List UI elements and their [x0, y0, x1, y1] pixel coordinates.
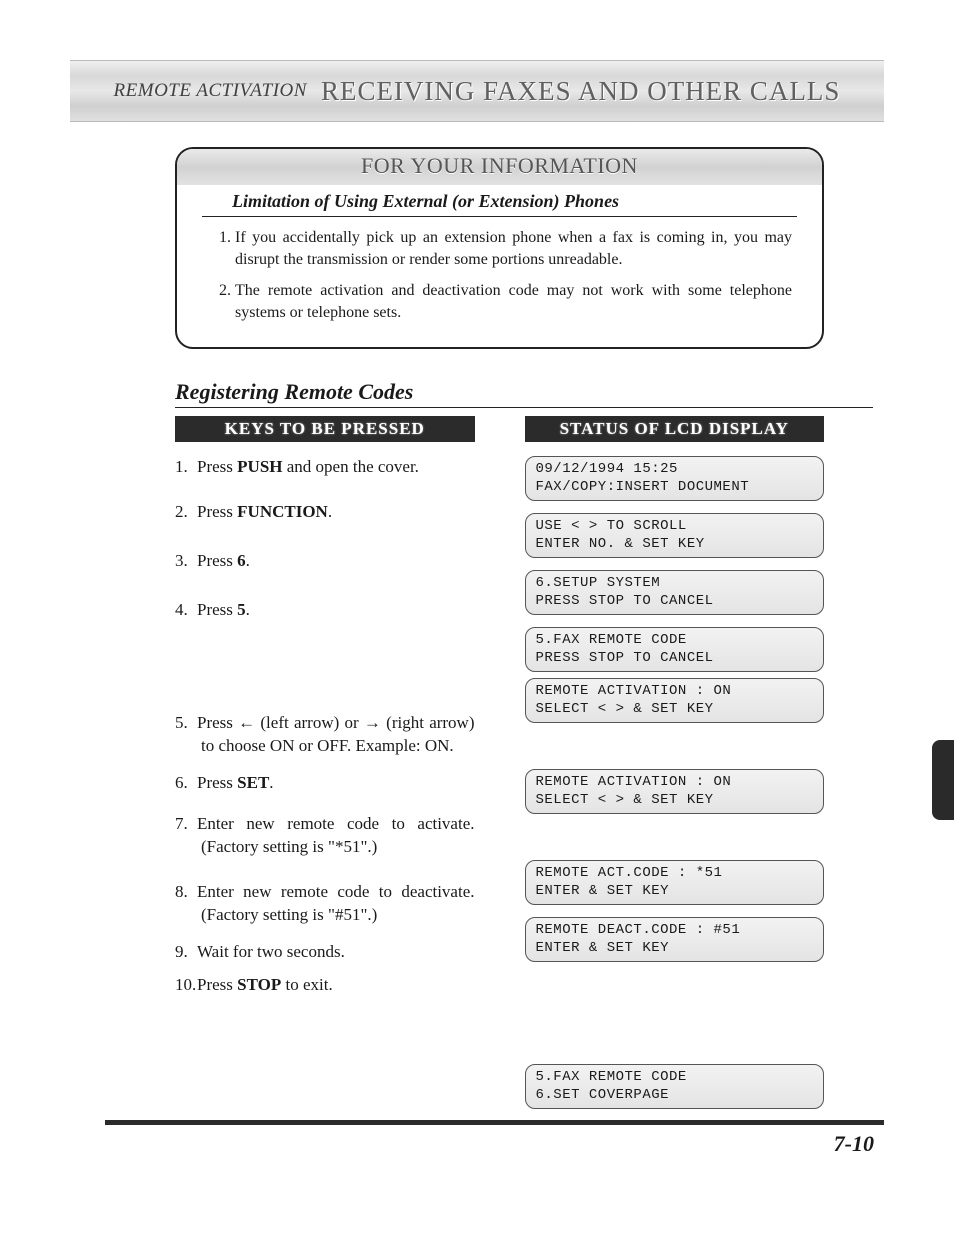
banner-right: RECEIVING FAXES AND OTHER CALLS	[321, 76, 841, 107]
step-text: Press	[197, 457, 237, 476]
info-box-list: If you accidentally pick up an extension…	[235, 227, 792, 323]
step-text: .	[328, 502, 332, 521]
page: REMOTE ACTIVATION RECEIVING FAXES AND OT…	[0, 0, 954, 1235]
step-text: to exit.	[281, 975, 332, 994]
step-text: Enter new remote code to activate. (Fact…	[197, 814, 475, 856]
lcd-display: 6.SETUP SYSTEM PRESS STOP TO CANCEL	[525, 570, 825, 615]
lcd-display: REMOTE ACTIVATION : ON SELECT < > & SET …	[525, 769, 825, 814]
step-3: 3.Press 6.	[175, 550, 475, 573]
lcd-display: USE < > TO SCROLL ENTER NO. & SET KEY	[525, 513, 825, 558]
step-10: 10.Press STOP to exit.	[175, 974, 475, 997]
step-text: Press	[197, 773, 237, 792]
banner-left: REMOTE ACTIVATION	[114, 80, 307, 102]
step-text: Wait for two seconds.	[197, 942, 345, 961]
step-bold: FUNCTION	[237, 502, 328, 521]
step-text: and open the cover.	[283, 457, 419, 476]
steps-list: 1.Press PUSH and open the cover. 2.Press…	[175, 456, 475, 996]
lcd-column-header: STATUS OF LCD DISPLAY	[525, 416, 825, 442]
instruction-columns: KEYS TO BE PRESSED 1.Press PUSH and open…	[175, 416, 824, 1121]
step-text: .	[246, 600, 250, 619]
spacer	[525, 826, 825, 860]
step-4: 4.Press 5.	[175, 599, 475, 622]
step-text: .	[246, 551, 250, 570]
lcd-display: 5.FAX REMOTE CODE PRESS STOP TO CANCEL	[525, 627, 825, 672]
spacer	[525, 735, 825, 769]
step-text: Press	[197, 600, 237, 619]
step-1: 1.Press PUSH and open the cover.	[175, 456, 475, 479]
step-8: 8.Enter new remote code to deactivate. (…	[175, 881, 475, 927]
step-bold: SET	[237, 773, 269, 792]
info-box-header: FOR YOUR INFORMATION	[177, 149, 822, 185]
step-bold: 5	[237, 600, 246, 619]
info-item: If you accidentally pick up an extension…	[235, 227, 792, 270]
step-6: 6.Press SET.	[175, 772, 475, 795]
step-text: Press	[197, 502, 237, 521]
step-text: Enter new remote code to deactivate. (Fa…	[197, 882, 475, 924]
info-box: FOR YOUR INFORMATION Limitation of Using…	[175, 147, 824, 349]
page-banner: REMOTE ACTIVATION RECEIVING FAXES AND OT…	[70, 60, 884, 122]
section-title: Registering Remote Codes	[175, 379, 873, 408]
step-bold: 6	[237, 551, 246, 570]
footer-rule	[105, 1120, 884, 1125]
info-box-subtitle: Limitation of Using External (or Extensi…	[202, 185, 797, 217]
step-text: Press ← (left arrow) or → (right arrow) …	[197, 713, 475, 755]
page-number: 7-10	[834, 1131, 874, 1157]
step-text: Press	[197, 551, 237, 570]
lcd-display: REMOTE DEACT.CODE : #51 ENTER & SET KEY	[525, 917, 825, 962]
info-item: The remote activation and deactivation c…	[235, 280, 792, 323]
step-2: 2.Press FUNCTION.	[175, 501, 475, 524]
step-5: 5.Press ← (left arrow) or → (right arrow…	[175, 712, 475, 758]
spacer	[525, 974, 825, 1064]
step-7: 7.Enter new remote code to activate. (Fa…	[175, 813, 475, 859]
lcd-display: REMOTE ACT.CODE : *51 ENTER & SET KEY	[525, 860, 825, 905]
thumb-tab	[932, 740, 954, 820]
keys-column: KEYS TO BE PRESSED 1.Press PUSH and open…	[175, 416, 475, 1121]
lcd-display: 09/12/1994 15:25 FAX/COPY:INSERT DOCUMEN…	[525, 456, 825, 501]
step-9: 9.Wait for two seconds.	[175, 941, 475, 964]
lcd-column: STATUS OF LCD DISPLAY 09/12/1994 15:25 F…	[525, 416, 825, 1121]
step-text: .	[269, 773, 273, 792]
step-bold: PUSH	[237, 457, 282, 476]
lcd-display: REMOTE ACTIVATION : ON SELECT < > & SET …	[525, 678, 825, 723]
step-bold: STOP	[237, 975, 281, 994]
step-text: Press	[197, 975, 237, 994]
keys-column-header: KEYS TO BE PRESSED	[175, 416, 475, 442]
lcd-display: 5.FAX REMOTE CODE 6.SET COVERPAGE	[525, 1064, 825, 1109]
